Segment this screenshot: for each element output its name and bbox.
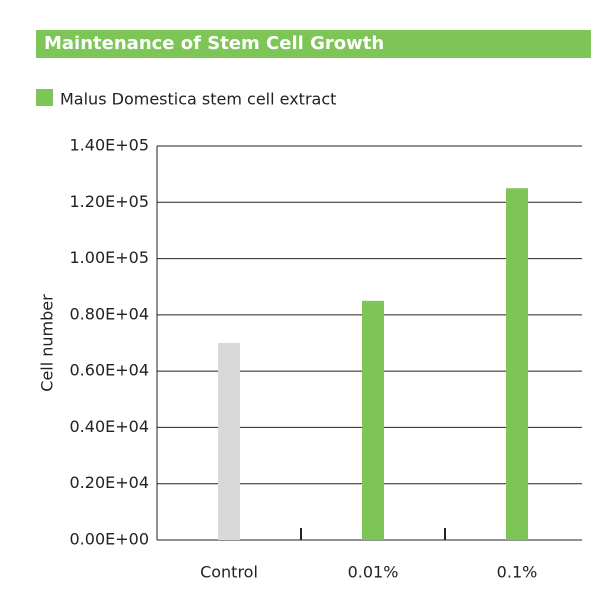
y-tick-label: 0.00E+00 [70,530,150,549]
y-tick-label: 0.80E+04 [70,304,150,323]
y-tick-label: 1.00E+05 [70,248,150,267]
bar [218,343,240,540]
title-banner [36,30,591,58]
y-axis-label: Cell number [38,294,57,392]
x-tick-label: 0.1% [497,563,538,582]
legend-swatch [36,89,53,106]
y-tick-label: 0.20E+04 [70,473,150,492]
y-tick-label: 0.60E+04 [70,361,150,380]
x-tick-label: Control [200,563,258,582]
chart-title: Maintenance of Stem Cell Growth [44,33,384,54]
bar [506,188,528,540]
y-tick-label: 1.40E+05 [70,136,150,155]
y-tick-label: 1.20E+05 [70,192,150,211]
y-tick-label: 0.40E+04 [70,417,150,436]
bar [362,300,384,540]
legend-label: Malus Domestica stem cell extract [60,90,336,109]
x-tick-label: 0.01% [348,563,399,582]
